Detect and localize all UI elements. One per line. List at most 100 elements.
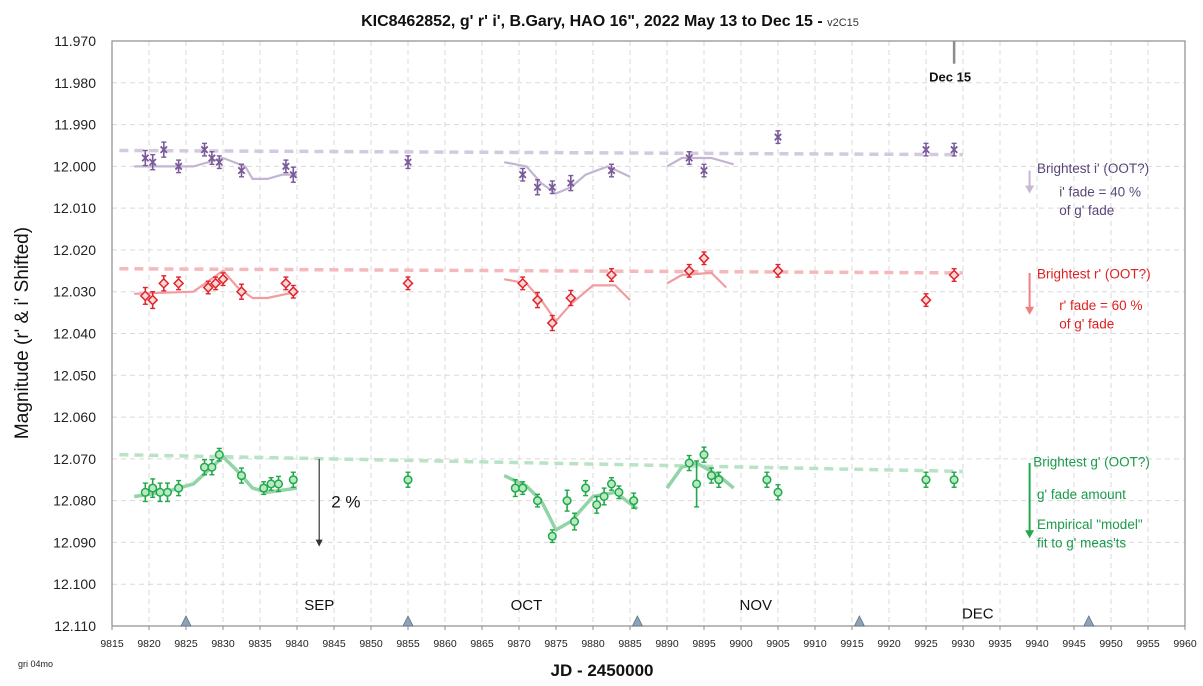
model-curve	[503, 278, 631, 323]
model-curve	[503, 474, 639, 532]
data-point	[547, 531, 557, 541]
data-point	[700, 166, 708, 175]
data-point	[629, 496, 639, 506]
data-point	[762, 475, 772, 485]
x-tick-label: 9935	[988, 638, 1012, 650]
y-tick-label: 11.970	[54, 33, 96, 49]
data-point	[605, 269, 618, 281]
model-curve	[666, 271, 727, 289]
data-point	[920, 294, 932, 306]
data-point	[199, 462, 210, 472]
x-tick-label: 9835	[248, 638, 272, 650]
oot-baseline	[119, 452, 964, 474]
y-tick-label: 12.020	[53, 242, 96, 258]
model-curve	[503, 161, 631, 195]
x-tick-label: 9895	[692, 638, 716, 650]
data-point	[174, 162, 183, 171]
month-marker-triangle	[180, 615, 192, 627]
data-point	[699, 450, 709, 460]
x-tick-label: 9880	[581, 638, 605, 650]
data-point	[510, 483, 520, 493]
annotation-text: of g' fade	[1059, 316, 1114, 331]
data-point	[692, 479, 702, 489]
y-tick-label: 12.070	[53, 451, 96, 467]
y-axis-label: Magnitude (r' & i' Shifted)	[12, 227, 33, 439]
data-point	[714, 475, 724, 485]
plot-frame	[111, 40, 1186, 627]
data-point	[236, 471, 247, 481]
data-point	[139, 290, 151, 302]
x-tick-label: 9850	[359, 638, 383, 650]
data-point	[404, 158, 412, 167]
pct-label: 2 %	[331, 493, 360, 512]
data-point	[562, 496, 572, 506]
x-tick-label: 9920	[877, 638, 901, 650]
x-tick-label: 9915	[840, 638, 864, 650]
y-tick-label: 12.040	[53, 326, 96, 342]
data-point	[685, 154, 694, 162]
data-point	[287, 286, 299, 298]
data-point	[922, 145, 930, 154]
data-point	[210, 277, 222, 289]
x-tick-label: 9870	[507, 638, 531, 650]
x-tick-label: 9845	[322, 638, 346, 650]
data-point	[266, 479, 276, 489]
annotation-text: of g' fade	[1059, 203, 1114, 218]
data-point	[214, 450, 224, 460]
model-curve	[134, 156, 297, 180]
month-marker-triangle	[631, 615, 644, 627]
x-tick-label: 9960	[1173, 638, 1197, 650]
data-point	[148, 483, 158, 493]
data-point	[200, 145, 209, 154]
annotation-text: Empirical "model"	[1037, 517, 1143, 532]
data-point	[548, 183, 557, 192]
x-tick-label: 9910	[803, 638, 827, 650]
y-tick-label: 12.010	[53, 200, 96, 216]
data-point	[403, 475, 413, 485]
y-tick-label: 12.030	[53, 284, 96, 300]
oot-baseline	[119, 148, 964, 157]
y-tick-label: 12.080	[53, 493, 96, 509]
month-marker-triangle	[853, 615, 866, 627]
annotation-text: g' fade amount	[1037, 487, 1126, 502]
month-label: SEP	[304, 597, 334, 614]
fade-arrow-head	[1025, 530, 1035, 539]
x-tick-label: 9820	[137, 638, 161, 650]
fade-arrow-head	[1025, 185, 1035, 194]
data-point	[402, 277, 414, 289]
data-point	[772, 265, 784, 277]
annotation-text: r' fade = 60 %	[1059, 298, 1142, 313]
data-point	[174, 483, 184, 493]
data-point	[159, 145, 168, 154]
data-point	[531, 294, 544, 306]
data-point	[592, 500, 602, 510]
data-point	[208, 154, 216, 162]
dec15-label: Dec 15	[929, 70, 971, 85]
x-tick-label: 9885	[618, 638, 642, 650]
annotation-text: Brightest g' (OOT?)	[1033, 454, 1150, 469]
data-point	[607, 166, 616, 175]
x-tick-label: 9950	[1099, 638, 1123, 650]
y-tick-label: 12.110	[54, 618, 96, 634]
data-point	[773, 487, 783, 497]
data-point	[280, 277, 292, 289]
month-label: DEC	[962, 605, 994, 622]
y-tick-label: 12.000	[53, 158, 96, 174]
fade-arrow-head	[1025, 306, 1035, 315]
x-tick-label: 9900	[729, 638, 753, 650]
model-curve	[134, 269, 298, 300]
data-point	[215, 158, 224, 167]
x-tick-label: 9940	[1025, 638, 1049, 650]
data-point	[569, 516, 580, 527]
x-tick-label: 9875	[544, 638, 568, 650]
footer-note: gri 04mo	[18, 659, 53, 669]
data-point	[533, 183, 542, 192]
x-tick-label: 9890	[655, 638, 679, 650]
y-tick-label: 12.060	[53, 409, 96, 425]
data-point	[949, 475, 959, 485]
data-point	[148, 158, 157, 167]
month-label: NOV	[740, 597, 773, 614]
annotation-text: Brightest i' (OOT?)	[1037, 161, 1149, 176]
data-point	[517, 277, 529, 289]
data-point	[566, 179, 575, 187]
